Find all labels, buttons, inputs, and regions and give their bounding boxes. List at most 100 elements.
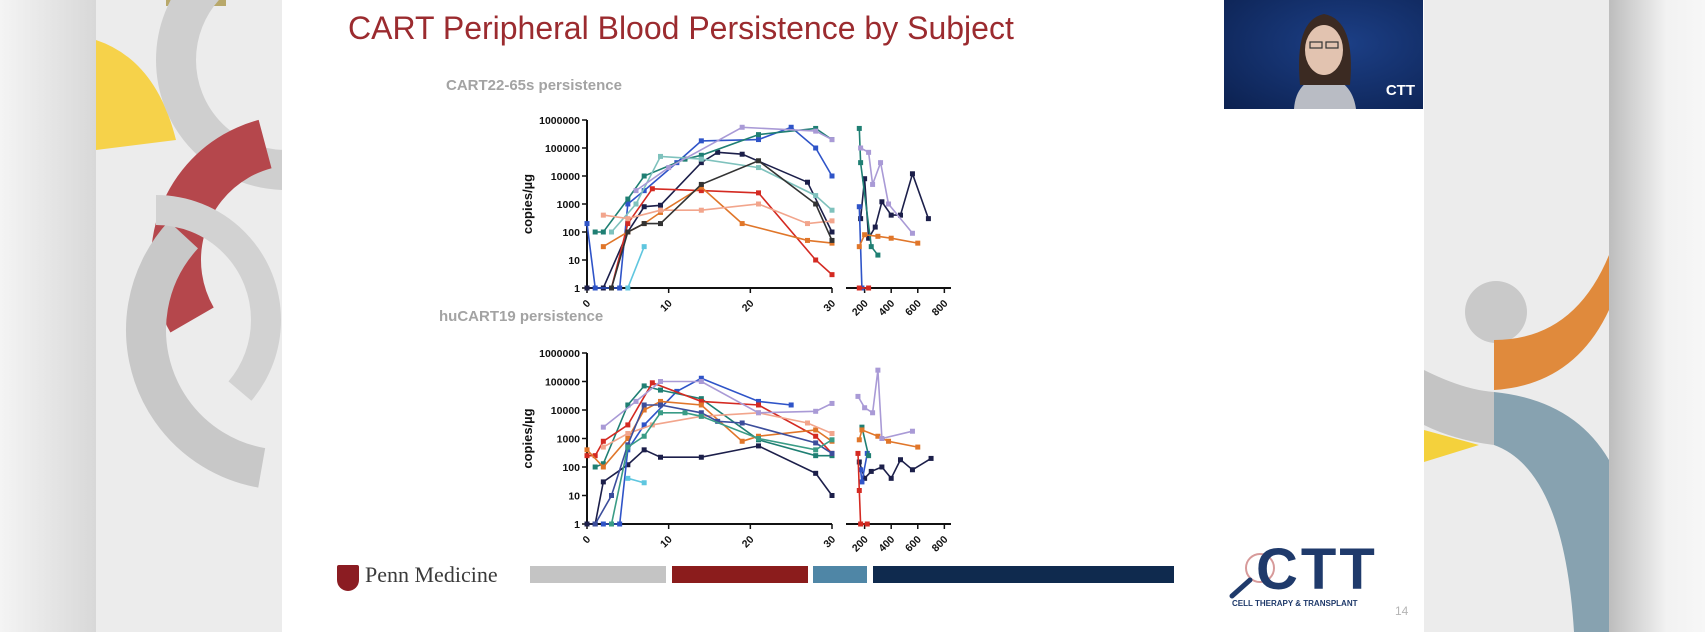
data-point: [862, 405, 868, 411]
series-line: [586, 126, 833, 289]
series-line: [587, 151, 833, 289]
data-point: [625, 444, 631, 450]
data-point: [829, 173, 835, 179]
data-point: [698, 410, 704, 416]
data-point: [875, 233, 881, 239]
data-point: [855, 450, 861, 456]
series-line: [610, 159, 833, 289]
data-point: [866, 285, 872, 291]
data-point: [649, 186, 655, 192]
x-tick-label: 400: [876, 298, 897, 319]
ctt-magnifier-icon: [1229, 553, 1275, 599]
decorative-shapes: [96, 0, 447, 490]
data-point: [698, 181, 704, 187]
x-tick-label: 30: [821, 298, 838, 315]
data-point: [788, 402, 794, 408]
data-point: [633, 188, 639, 194]
data-point: [886, 201, 892, 207]
data-point: [858, 160, 864, 166]
series-line: [610, 412, 833, 525]
series-line: [587, 445, 833, 525]
data-point: [625, 402, 631, 408]
data-point: [698, 398, 704, 404]
data-point: [909, 428, 915, 434]
data-point: [813, 470, 819, 476]
data-point: [862, 475, 868, 481]
data-point: [698, 413, 704, 419]
data-point: [866, 453, 872, 459]
data-point: [625, 201, 631, 207]
speaker-video-thumbnail[interactable]: CTT: [1224, 0, 1423, 109]
data-point: [658, 454, 663, 460]
data-point: [584, 221, 590, 227]
data-point: [584, 447, 590, 453]
data-point: [625, 422, 631, 428]
data-point: [829, 137, 835, 143]
data-point: [829, 400, 835, 406]
data-point: [813, 257, 819, 263]
data-point: [813, 427, 819, 433]
footer-bar-gray: [530, 566, 666, 583]
y-axis-label: copies/µg: [520, 174, 535, 234]
data-point: [756, 137, 761, 143]
data-point: [829, 218, 835, 224]
data-point: [856, 125, 862, 131]
data-point: [633, 201, 639, 207]
data-point: [609, 285, 614, 291]
data-point: [858, 521, 864, 527]
series-line: [602, 411, 833, 448]
page-number: 14: [1395, 604, 1409, 618]
data-point: [829, 240, 835, 246]
data-point: [625, 229, 631, 235]
x-tick-label: 600: [903, 298, 924, 319]
data-point: [600, 479, 606, 485]
data-point: [909, 467, 915, 473]
data-point: [829, 207, 835, 213]
data-point: [858, 467, 864, 473]
data-point: [739, 438, 745, 444]
penn-medicine-logo: Penn Medicine: [365, 562, 498, 587]
data-point: [739, 420, 745, 426]
data-point: [888, 235, 894, 241]
data-point: [829, 437, 835, 443]
series-line: [586, 400, 833, 469]
data-point: [609, 229, 614, 235]
data-point: [739, 221, 745, 227]
decorative-panel-left: [96, 0, 447, 632]
data-point: [600, 229, 606, 235]
speaker-image: [1294, 14, 1356, 109]
data-point: [788, 124, 794, 130]
data-point: [641, 188, 647, 194]
data-point: [600, 521, 606, 527]
data-point: [829, 272, 835, 278]
data-point: [600, 461, 606, 467]
data-point: [756, 201, 761, 207]
data-point: [878, 160, 884, 166]
data-point: [600, 444, 606, 450]
penn-shield-icon: [337, 565, 359, 591]
window-background-left: [0, 0, 96, 632]
data-point: [698, 156, 704, 162]
data-point: [641, 173, 647, 179]
data-point: [658, 398, 663, 404]
data-point: [856, 487, 862, 493]
data-point: [805, 179, 810, 185]
chart-title: huCART19 persistence: [439, 308, 604, 325]
data-point: [600, 244, 606, 250]
x-tick-label: 200: [850, 534, 871, 555]
data-point: [698, 152, 704, 158]
data-point: [641, 433, 647, 439]
x-tick-label: 20: [740, 534, 757, 551]
data-point: [641, 407, 647, 413]
data-point: [617, 285, 623, 291]
data-point: [858, 216, 864, 222]
y-tick-label: 10000: [551, 405, 580, 417]
data-point: [625, 196, 631, 202]
data-point: [658, 153, 663, 159]
data-point: [609, 521, 614, 527]
video-ctt-logo: CTT: [1385, 82, 1415, 99]
data-point: [858, 145, 864, 151]
data-point: [698, 454, 704, 460]
y-tick-label: 1000000: [539, 115, 580, 127]
data-point: [756, 190, 761, 196]
